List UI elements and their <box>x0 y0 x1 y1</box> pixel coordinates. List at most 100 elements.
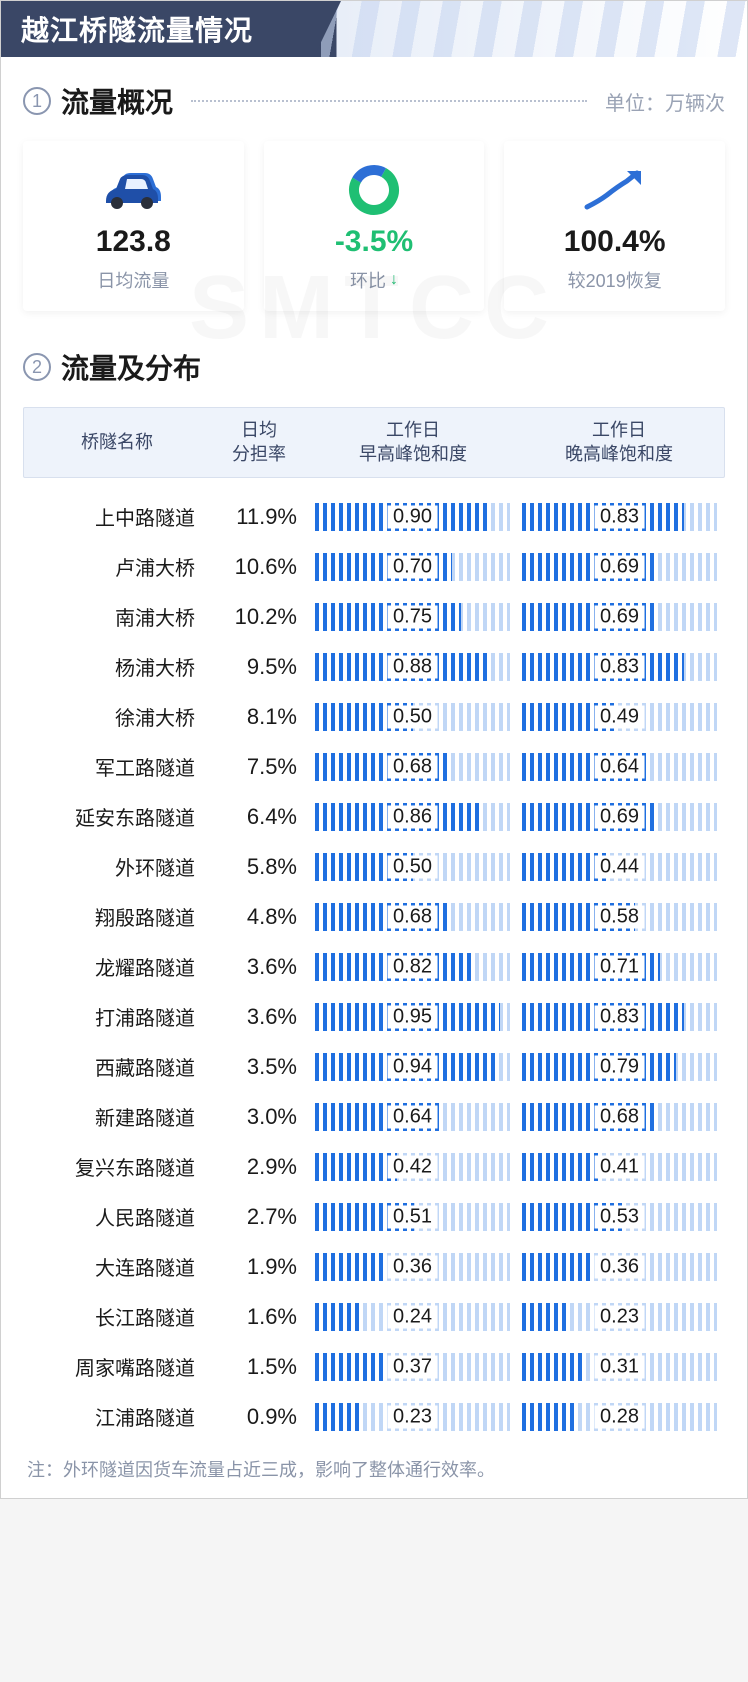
mom-label: 环比 ↓ <box>350 267 398 293</box>
row-name: 杨浦大桥 <box>31 652 201 681</box>
section2-header: 2 流量及分布 <box>23 347 725 387</box>
table-row: 周家嘴路隧道1.5% 0.37 0.31 <box>23 1342 725 1392</box>
th-share: 日均 分担率 <box>214 418 304 467</box>
row-name: 人民路隧道 <box>31 1202 201 1231</box>
bar-value-label: 0.68 <box>387 755 438 778</box>
evening-bar-cell: 0.64 <box>522 750 717 784</box>
morning-bar-cell: 0.23 <box>315 1400 510 1434</box>
row-share: 4.8% <box>213 904 303 930</box>
row-name: 外环隧道 <box>31 852 201 881</box>
bar-value-label: 0.94 <box>387 1055 438 1078</box>
bar-value-label: 0.69 <box>594 605 645 628</box>
footnote: 注：外环隧道因货车流量占近三成，影响了整体通行效率。 <box>23 1456 725 1482</box>
card-daily-avg: 123.8 日均流量 <box>23 141 244 311</box>
row-name: 南浦大桥 <box>31 602 201 631</box>
morning-bar-cell: 0.75 <box>315 600 510 634</box>
distribution-table: 桥隧名称 日均 分担率 工作日 早高峰饱和度 工作日 晚高峰饱和度 上中路隧道 1… <box>23 407 725 1442</box>
section1-header: 1 流量概况 单位：万辆次 <box>23 81 725 121</box>
morning-bar-cell: 0.95 <box>315 1000 510 1034</box>
evening-bar-cell: 0.71 <box>522 950 717 984</box>
section1-title: 流量概况 <box>61 81 173 121</box>
morning-bar-cell: 0.90 <box>315 500 510 534</box>
row-share: 10.2% <box>213 604 303 630</box>
table-row: 复兴东路隧道2.9% 0.42 0.41 <box>23 1142 725 1192</box>
row-name: 周家嘴路隧道 <box>31 1352 201 1381</box>
evening-bar-cell: 0.44 <box>522 850 717 884</box>
recovery-label: 较2019恢复 <box>568 267 662 293</box>
table-row: 延安东路隧道6.4% 0.86 0.69 <box>23 792 725 842</box>
evening-bar-cell: 0.49 <box>522 700 717 734</box>
bar-fill <box>315 1303 362 1331</box>
row-name: 打浦路隧道 <box>31 1002 201 1031</box>
morning-bar-cell: 0.64 <box>315 1100 510 1134</box>
table-row: 打浦路隧道 3.6% 0.95 0.83 <box>23 992 725 1042</box>
bar-value-label: 0.83 <box>594 505 645 528</box>
section2-title: 流量及分布 <box>61 347 201 387</box>
evening-bar-cell: 0.83 <box>522 1000 717 1034</box>
bar-value-label: 0.50 <box>387 705 438 728</box>
row-share: 9.5% <box>213 654 303 680</box>
row-name: 翔殷路隧道 <box>31 902 201 931</box>
bar-value-label: 0.53 <box>594 1205 645 1228</box>
trend-up-icon <box>583 163 647 217</box>
report-container: 越江桥隧流量情况 SMTCC 1 流量概况 单位：万辆次 <box>0 0 748 1499</box>
evening-bar-cell: 0.36 <box>522 1250 717 1284</box>
row-name: 军工路隧道 <box>31 752 201 781</box>
bar-value-label: 0.50 <box>387 855 438 878</box>
table-row: 外环隧道5.8% 0.50 0.44 <box>23 842 725 892</box>
car-icon <box>103 163 163 217</box>
morning-bar-cell: 0.37 <box>315 1350 510 1384</box>
bar-value-label: 0.31 <box>594 1355 645 1378</box>
table-row: 长江路隧道1.6% 0.24 0.23 <box>23 1292 725 1342</box>
morning-bar-cell: 0.42 <box>315 1150 510 1184</box>
table-row: 江浦路隧道0.9% 0.23 0.28 <box>23 1392 725 1442</box>
evening-bar-cell: 0.69 <box>522 550 717 584</box>
table-row: 翔殷路隧道4.8% 0.68 0.58 <box>23 892 725 942</box>
evening-bar-cell: 0.68 <box>522 1100 717 1134</box>
evening-bar-cell: 0.41 <box>522 1150 717 1184</box>
row-share: 11.9% <box>213 504 303 530</box>
daily-avg-label: 日均流量 <box>97 267 169 293</box>
daily-avg-value: 123.8 <box>96 225 171 259</box>
unit-label: 单位：万辆次 <box>605 87 725 116</box>
bar-value-label: 0.75 <box>387 605 438 628</box>
section2-number: 2 <box>23 353 51 381</box>
row-share: 8.1% <box>213 704 303 730</box>
row-share: 3.5% <box>213 1054 303 1080</box>
row-name: 上中路隧道 <box>31 502 201 531</box>
bar-fill <box>522 1253 592 1281</box>
table-row: 军工路隧道7.5% 0.68 0.64 <box>23 742 725 792</box>
row-share: 3.0% <box>213 1104 303 1130</box>
page-title: 越江桥隧流量情况 <box>21 9 253 49</box>
table-header-row: 桥隧名称 日均 分担率 工作日 早高峰饱和度 工作日 晚高峰饱和度 <box>23 407 725 478</box>
table-row: 大连路隧道1.9% 0.36 0.36 <box>23 1242 725 1292</box>
bar-value-label: 0.69 <box>594 555 645 578</box>
ring-icon <box>347 163 401 217</box>
bar-value-label: 0.68 <box>387 905 438 928</box>
bar-fill <box>522 1153 602 1181</box>
evening-bar-cell: 0.28 <box>522 1400 717 1434</box>
bar-value-label: 0.23 <box>387 1405 438 1428</box>
th-name: 桥隧名称 <box>32 418 202 467</box>
row-share: 3.6% <box>213 1004 303 1030</box>
evening-bar-cell: 0.83 <box>522 650 717 684</box>
bar-value-label: 0.64 <box>387 1105 438 1128</box>
bar-value-label: 0.83 <box>594 655 645 678</box>
row-name: 延安东路隧道 <box>31 802 201 831</box>
bar-value-label: 0.69 <box>594 805 645 828</box>
morning-bar-cell: 0.68 <box>315 750 510 784</box>
section1-divider <box>191 100 587 102</box>
bar-fill <box>522 1303 567 1331</box>
evening-bar-cell: 0.23 <box>522 1300 717 1334</box>
bar-value-label: 0.88 <box>387 655 438 678</box>
bar-value-label: 0.36 <box>387 1255 438 1278</box>
bar-value-label: 0.24 <box>387 1305 438 1328</box>
row-share: 3.6% <box>213 954 303 980</box>
table-row: 新建路隧道3.0% 0.64 0.68 <box>23 1092 725 1142</box>
table-row: 徐浦大桥8.1% 0.50 0.49 <box>23 692 725 742</box>
bar-value-label: 0.64 <box>594 755 645 778</box>
morning-bar-cell: 0.94 <box>315 1050 510 1084</box>
row-share: 2.7% <box>213 1204 303 1230</box>
evening-bar-cell: 0.69 <box>522 600 717 634</box>
bar-fill <box>315 1153 397 1181</box>
